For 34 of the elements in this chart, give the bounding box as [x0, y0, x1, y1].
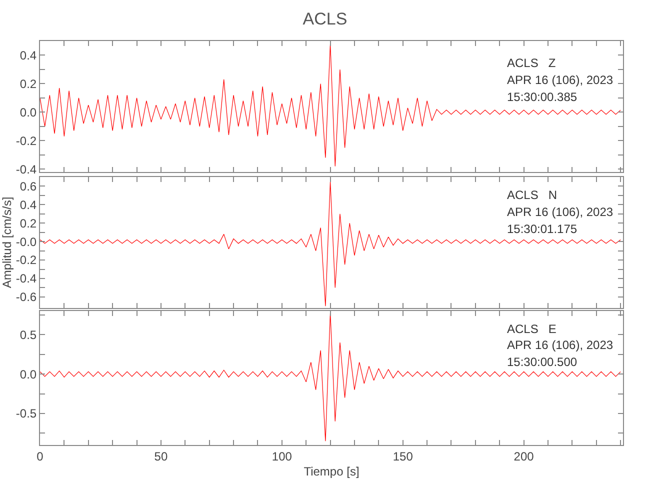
annotation: 15:30:00.385: [507, 90, 578, 104]
y-tick-label: 0.5: [20, 328, 37, 342]
x-tick-label: 150: [392, 449, 414, 464]
annotation: ACLS N: [507, 188, 558, 202]
line-series: [40, 181, 621, 306]
y-tick-label: 0.2: [20, 216, 37, 230]
annotation: APR 16 (106), 2023: [507, 338, 614, 352]
y-tick-label: 0.4: [20, 48, 37, 62]
y-tick-label: 0.2: [20, 76, 37, 91]
x-tick-label: 200: [514, 449, 534, 464]
annotation: ACLS E: [507, 322, 556, 336]
x-axis-title: Tiempo [s]: [304, 464, 360, 478]
line-series: [40, 44, 621, 167]
y-tick-label: -0.2: [16, 134, 37, 148]
y-axis-title: Amplitud [cm/s/s]: [0, 196, 14, 288]
y-tick-label: -0.2: [16, 253, 37, 268]
y-tick-label: -0.5: [16, 406, 37, 421]
annotation: 15:30:00.500: [507, 355, 578, 369]
annotation: 15:30:01.175: [507, 222, 578, 236]
x-tick-label: 0: [36, 449, 44, 464]
x-tick-label: 100: [272, 449, 292, 464]
y-tick-label: 0.0: [20, 367, 37, 382]
y-tick-label: -0.4: [16, 272, 37, 286]
chart-title: ACLS: [302, 10, 348, 29]
y-tick-label: -0.0: [16, 234, 37, 249]
x-tick-label: 50: [154, 449, 168, 464]
y-tick-label: 0.4: [20, 198, 37, 212]
annotation: APR 16 (106), 2023: [507, 205, 614, 219]
y-tick-label: -0.6: [16, 290, 37, 304]
y-tick-label: -0.4: [16, 162, 37, 176]
y-tick-label: 0.0: [20, 105, 37, 120]
y-tick-label: 0.6: [20, 179, 37, 194]
annotation: ACLS Z: [507, 56, 556, 70]
annotation: APR 16 (106), 2023: [507, 73, 614, 87]
